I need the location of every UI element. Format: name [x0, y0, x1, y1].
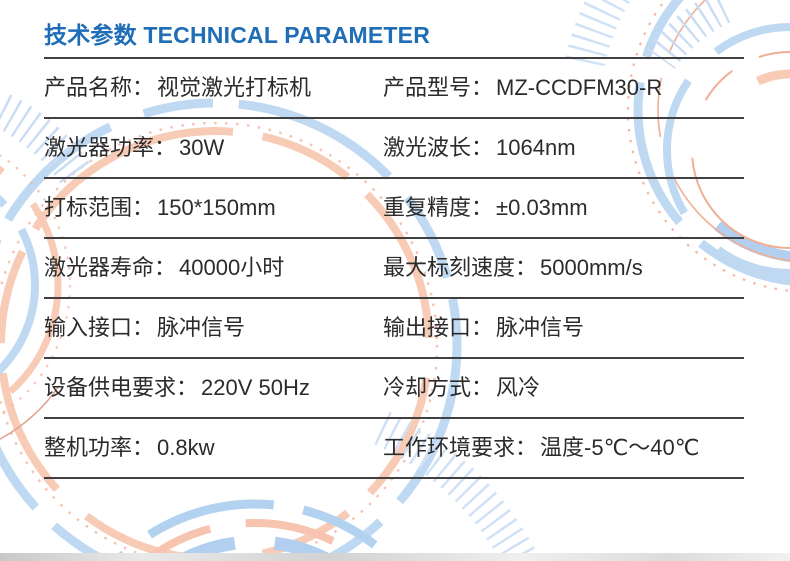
param-label: 重复精度： — [383, 195, 494, 220]
param-cell: 激光器寿命： 40000小时 — [44, 239, 383, 297]
param-value: 30W — [179, 135, 225, 160]
footer-strip — [0, 553, 790, 561]
table-row: 输入接口： 脉冲信号 输出接口： 脉冲信号 — [44, 299, 744, 359]
param-cell: 输入接口： 脉冲信号 — [44, 299, 383, 357]
param-cell: 设备供电要求： 220V 50Hz — [44, 359, 383, 417]
page-title: 技术参数 TECHNICAL PARAMETER — [44, 22, 431, 48]
param-label: 输出接口： — [383, 315, 494, 340]
param-cell: 整机功率： 0.8kw — [44, 419, 383, 477]
param-value: 40000小时 — [179, 255, 285, 280]
param-value: MZ-CCDFM30-R — [496, 75, 663, 100]
param-value: 风冷 — [496, 375, 541, 400]
param-label: 打标范围： — [44, 195, 155, 220]
table-row: 激光器功率： 30W 激光波长： 1064nm — [44, 119, 744, 179]
param-cell: 激光器功率： 30W — [44, 119, 383, 177]
table-row: 打标范围： 150*150mm 重复精度： ±0.03mm — [44, 179, 744, 239]
param-value: 0.8kw — [157, 435, 215, 460]
param-value: 5000mm/s — [540, 255, 643, 280]
table-row: 整机功率： 0.8kw 工作环境要求： 温度-5℃～40℃ — [44, 419, 744, 479]
param-label: 最大标刻速度： — [383, 255, 538, 280]
param-cell: 产品名称： 视觉激光打标机 — [44, 59, 383, 117]
param-value: ±0.03mm — [496, 195, 588, 220]
param-value: 脉冲信号 — [157, 315, 246, 340]
param-label: 产品型号： — [383, 75, 494, 100]
param-cell: 激光波长： 1064nm — [383, 119, 744, 177]
param-label: 激光波长： — [383, 135, 494, 160]
param-label: 激光器功率： — [44, 135, 177, 160]
param-cell: 工作环境要求： 温度-5℃～40℃ — [383, 419, 744, 477]
parameter-table: 产品名称： 视觉激光打标机 产品型号： MZ-CCDFM30-R 激光器功率： 30W… — [44, 57, 744, 479]
param-cell: 最大标刻速度： 5000mm/s — [383, 239, 744, 297]
param-value: 150*150mm — [157, 195, 276, 220]
param-value: 1064nm — [496, 135, 576, 160]
param-value: 视觉激光打标机 — [157, 75, 312, 100]
table-row: 产品名称： 视觉激光打标机 产品型号： MZ-CCDFM30-R — [44, 59, 744, 119]
param-label: 整机功率： — [44, 435, 155, 460]
param-label: 工作环境要求： — [383, 435, 538, 460]
param-cell: 输出接口： 脉冲信号 — [383, 299, 744, 357]
table-row: 激光器寿命： 40000小时 最大标刻速度： 5000mm/s — [44, 239, 744, 299]
param-label: 设备供电要求： — [44, 375, 199, 400]
param-value: 220V 50Hz — [201, 375, 310, 400]
param-value: 温度-5℃～40℃ — [540, 435, 700, 460]
param-cell: 产品型号： MZ-CCDFM30-R — [383, 59, 744, 117]
param-label: 激光器寿命： — [44, 255, 177, 280]
param-cell: 重复精度： ±0.03mm — [383, 179, 744, 237]
param-cell: 冷却方式： 风冷 — [383, 359, 744, 417]
param-label: 输入接口： — [44, 315, 155, 340]
param-cell: 打标范围： 150*150mm — [44, 179, 383, 237]
param-label: 冷却方式： — [383, 375, 494, 400]
param-label: 产品名称： — [44, 75, 155, 100]
table-row: 设备供电要求： 220V 50Hz 冷却方式： 风冷 — [44, 359, 744, 419]
param-value: 脉冲信号 — [496, 315, 585, 340]
